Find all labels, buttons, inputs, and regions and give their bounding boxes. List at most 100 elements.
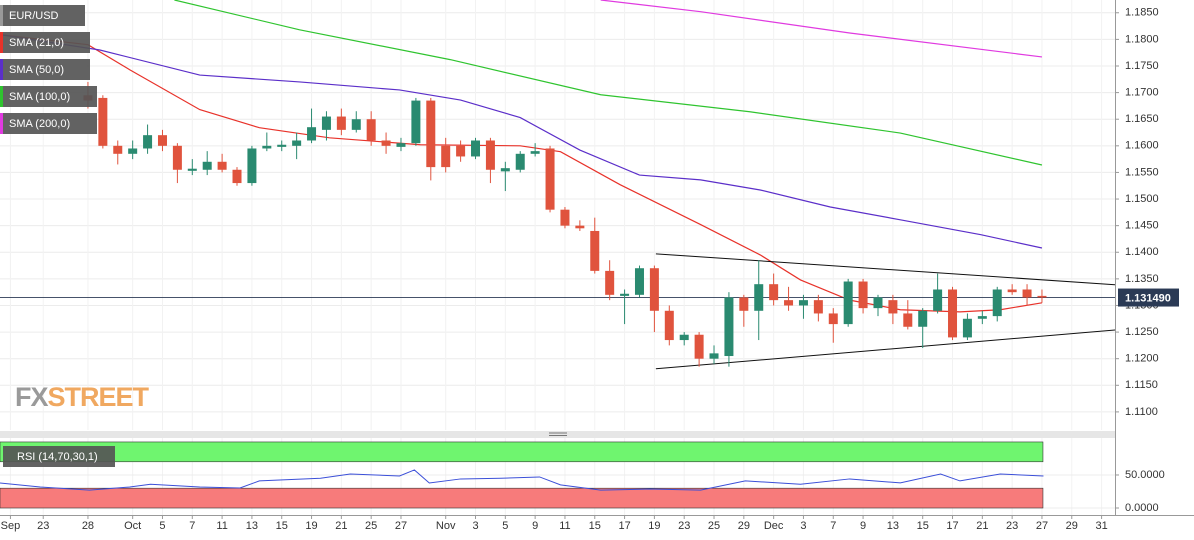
candle-body — [515, 153, 525, 170]
x-tick-label: 19 — [305, 520, 317, 532]
candle-body — [918, 310, 928, 327]
legend-box[interactable] — [0, 59, 90, 80]
rsi-line — [0, 469, 1044, 491]
trendline — [655, 329, 1115, 370]
overbought-band — [0, 441, 1044, 463]
y-tick-label: 1.1200 — [1125, 353, 1159, 365]
candle-body — [426, 100, 436, 168]
x-tick-label: 25 — [365, 520, 377, 532]
candle-body — [113, 145, 123, 154]
candle-body — [500, 168, 510, 172]
axes: 1.1850 1.1800 1.1750 1.1700 1.1650 1.1600 1.15… — [1, 7, 1179, 532]
y-tick-label: 1.1250 — [1125, 326, 1159, 338]
candle-body — [321, 116, 331, 130]
candle-body — [605, 270, 615, 295]
candle-body — [754, 284, 764, 311]
candle-body — [873, 297, 883, 309]
x-tick-label: 15 — [917, 520, 929, 532]
x-tick-label: 27 — [1036, 520, 1048, 532]
candle-body — [292, 140, 302, 146]
sma-line — [600, 0, 1043, 58]
candle-body — [575, 225, 585, 229]
legend-box[interactable] — [0, 113, 97, 134]
candle-body — [545, 148, 555, 210]
candle-body — [1007, 289, 1017, 293]
rsi-bands — [0, 441, 1044, 509]
legend-box[interactable] — [0, 32, 90, 53]
x-tick-label: 17 — [946, 520, 958, 532]
y-tick-label: 1.1450 — [1125, 220, 1159, 232]
watermark-logo: FXSTREET — [15, 382, 150, 412]
legend: EUR/USD SMA (21,0) SMA (50,0) SMA (100,0) SM… — [0, 5, 115, 467]
x-tick-label: 29 — [738, 520, 750, 532]
x-tick-label: 25 — [708, 520, 720, 532]
legend-swatch — [0, 5, 3, 26]
candles — [83, 81, 1047, 367]
candle-body — [232, 169, 242, 184]
rsi-line — [0, 469, 1044, 491]
x-tick-label: 27 — [395, 520, 407, 532]
x-tick-label: 23 — [37, 520, 49, 532]
x-tick-label: 19 — [648, 520, 660, 532]
legend-swatch — [0, 113, 3, 134]
x-tick-label: 15 — [589, 520, 601, 532]
legend-swatch — [0, 59, 3, 80]
x-tick-label: 5 — [159, 520, 165, 532]
x-tick-label: Dec — [764, 520, 784, 532]
x-tick-label: 31 — [1095, 520, 1107, 532]
candle-body — [366, 119, 376, 141]
candle-body — [1022, 289, 1032, 298]
y-tick-label: 1.1600 — [1125, 140, 1159, 152]
candle-body — [933, 289, 943, 311]
candle-body — [1037, 295, 1047, 298]
candle-body — [456, 145, 466, 157]
candle-body — [560, 209, 570, 226]
candle-body — [277, 144, 287, 147]
legend-box[interactable] — [0, 86, 97, 107]
candle-body — [98, 97, 108, 146]
legend-label: SMA (21,0) — [9, 37, 64, 49]
legend-box[interactable] — [3, 446, 115, 467]
sma-line — [0, 33, 1043, 249]
candle-body — [992, 289, 1002, 317]
candle-body — [530, 151, 540, 154]
last-price-box — [1118, 288, 1179, 307]
candle-body — [828, 313, 838, 325]
candle-body — [441, 145, 451, 168]
x-tick-label: 3 — [472, 520, 478, 532]
candle-body — [664, 310, 674, 341]
y-tick-label: 1.1350 — [1125, 273, 1159, 285]
legend-swatch — [0, 32, 3, 53]
x-tick-label: 15 — [276, 520, 288, 532]
candle-body — [634, 268, 644, 295]
x-tick-label: 28 — [82, 520, 94, 532]
legend-label: RSI (14,70,30,1) — [17, 451, 98, 463]
candle-body — [217, 161, 227, 170]
x-tick-label: Nov — [436, 520, 456, 532]
x-tick-label: 5 — [502, 520, 508, 532]
y-tick-label: 1.1400 — [1125, 246, 1159, 258]
candle-body — [784, 300, 794, 306]
y-tick-label: 1.1650 — [1125, 113, 1159, 125]
candle-body — [977, 316, 987, 319]
legend-box[interactable] — [0, 5, 85, 26]
candle-body — [485, 140, 495, 170]
candle-body — [709, 353, 719, 359]
x-tick-label: 7 — [189, 520, 195, 532]
candle-body — [351, 119, 361, 130]
x-tick-label: 21 — [976, 520, 988, 532]
candle-body — [202, 161, 212, 170]
candle-body — [411, 100, 421, 144]
y-tick-label: 1.1850 — [1125, 7, 1159, 19]
candle-body — [172, 145, 182, 170]
panel-divider[interactable] — [0, 431, 1115, 438]
y-tick-label: 50.0000 — [1125, 469, 1165, 481]
candle-body — [187, 168, 197, 171]
x-tick-label: 11 — [559, 520, 570, 532]
candle-body — [396, 143, 406, 147]
legend-label: SMA (200,0) — [9, 118, 70, 130]
x-tick-label: 17 — [618, 520, 630, 532]
legend-label: SMA (100,0) — [9, 91, 70, 103]
legend-label: EUR/USD — [9, 10, 59, 22]
candle-body — [903, 313, 913, 327]
